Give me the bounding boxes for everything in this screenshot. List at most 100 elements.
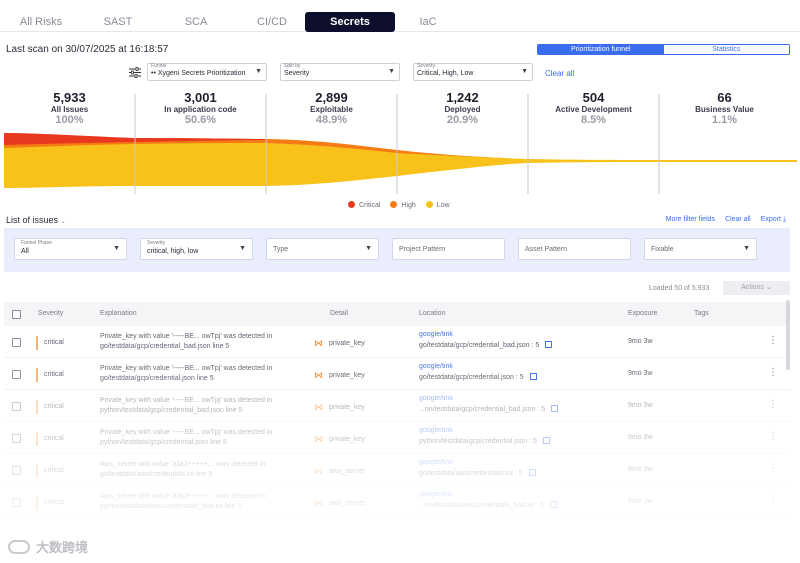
column-explanation[interactable]: Explanation [100,310,137,317]
table-row[interactable]: critical Private_key with value '-----BE… [4,390,790,422]
external-link-icon[interactable] [529,373,537,380]
external-link-icon[interactable] [542,437,550,444]
table-row[interactable]: critical Private_key with value '-----BE… [4,326,790,358]
funnel-band-low [4,139,797,188]
external-link-icon[interactable] [545,341,553,348]
row-menu-icon[interactable]: ⋮ [768,495,778,506]
column-tags[interactable]: Tags [694,310,709,317]
statistics-toggle[interactable]: Statistics [663,45,789,54]
fixable-filter[interactable]: Fixable ▼ [644,238,757,260]
row-checkbox[interactable] [12,498,21,507]
row-checkbox[interactable] [12,466,21,475]
table-row[interactable]: critical Aws_secret with value 'aJaJ++++… [4,454,790,486]
row-menu-icon[interactable]: ⋮ [768,399,778,410]
repo-link[interactable]: google/tink [419,331,453,338]
tab-iac[interactable]: IaC [419,16,437,28]
more-filter-fields-link[interactable]: More filter fields [665,216,716,223]
risk-tabs: All Risks SAST SCA CI/CD Secrets IaC [0,0,800,32]
table-row[interactable]: critical Aws_secret with value 'aJaJ++++… [4,486,790,518]
detail-cell: ⋈ aws_secret [314,498,364,509]
repo-link[interactable]: google/tink [419,459,453,466]
row-menu-icon[interactable]: ⋮ [768,335,778,346]
table-scrollbar[interactable] [786,300,790,370]
legend-label: High [401,202,416,209]
actions-button[interactable]: Actions ⌄ [723,281,790,295]
column-severity[interactable]: Severity [38,310,64,317]
external-link-icon[interactable] [528,469,536,476]
exposure-cell: 9mo 3w [628,498,653,505]
tab-sca[interactable]: SCA [184,16,208,28]
legend-item-high[interactable]: High [390,201,416,209]
split-by-select-value: Severity [284,70,310,77]
column-exposure[interactable]: Exposure [628,310,658,317]
external-link-icon[interactable] [549,501,557,508]
row-checkbox[interactable] [12,370,21,379]
chevron-down-icon: ▼ [239,245,246,252]
view-toggle: Prioritization funnel Statistics [537,44,790,55]
column-detail[interactable]: Detail [330,310,348,317]
legend-label: Low [436,202,450,209]
clear-all-link[interactable]: Clear all [725,216,751,223]
tab-sast[interactable]: SAST [103,16,133,28]
row-checkbox[interactable] [12,434,21,443]
row-menu-icon[interactable]: ⋮ [768,367,778,378]
chevron-down-icon: ▼ [743,245,750,252]
issue-filter-panel: Funnel Phase All ▼ Severity critical, hi… [4,228,790,272]
row-checkbox[interactable] [12,402,21,411]
filter-placeholder: Fixable [651,246,674,253]
project-pattern-input[interactable]: Project Pattern [392,238,505,260]
funnel-select[interactable]: Funnel •• Xygeni Secrets Prioritization … [147,63,267,81]
split-by-select[interactable]: Split by Severity ▼ [280,63,400,81]
stage-label: Active Development [555,105,632,114]
loaded-count: Loaded 50 of 5.933 [649,285,710,292]
filter-value: All [21,248,29,255]
tab-cicd[interactable]: CI/CD [257,16,287,28]
repo-link[interactable]: google/tink [419,427,453,434]
legend-item-critical[interactable]: Critical [348,201,380,209]
clear-all-filters-link[interactable]: Clear all [545,69,575,78]
detail-text: private_key [329,436,365,443]
chevron-down-icon: ⌄ [766,284,772,291]
explanation-cell: Private_key with value '-----BE... owTpj… [100,333,273,350]
repo-link[interactable]: google/tink [419,491,453,498]
key-icon: ⋈ [314,402,323,412]
detail-cell: ⋈ private_key [314,370,365,381]
select-all-checkbox[interactable] [12,310,21,319]
critical-dot-icon [348,201,355,208]
severity-filter[interactable]: Severity critical, high, low ▼ [140,238,253,260]
prioritization-funnel-toggle[interactable]: Prioritization funnel [538,45,664,54]
row-checkbox[interactable] [12,338,21,347]
list-of-issues-toggle[interactable]: List of issues ⌄ [6,215,66,225]
file-path: go/testdata/gcp/credential_bad.json : 5 [419,342,540,349]
legend-item-low[interactable]: Low [425,201,450,209]
stage-label: Business Value [695,105,754,114]
list-actions: More filter fields Clear all Export ⤓ [666,216,786,224]
watermark-text: 大数跨境 [36,540,89,555]
export-link[interactable]: Export ⤓ [761,216,786,224]
explanation-cell: Aws_secret with value 'aJaJ+++++...' was… [100,493,266,510]
location-cell: google/tink go/testdata/aws/credentials.i… [419,457,536,479]
list-title-text: List of issues [6,215,59,225]
chevron-down-icon: ▼ [521,68,528,75]
location-cell: google/tink ...on/testdata/aws/credential… [419,489,557,511]
sliders-icon[interactable] [129,67,141,78]
table-row[interactable]: critical Private_key with value '-----BE… [4,422,790,454]
external-link-icon[interactable] [551,405,559,412]
row-menu-icon[interactable]: ⋮ [768,431,778,442]
severity-cell: critical [36,400,64,414]
table-row[interactable]: critical Private_key with value '-----BE… [4,358,790,390]
repo-link[interactable]: google/tink [419,395,453,402]
severity-select[interactable]: Severity Critical, High, Low ▼ [413,63,533,81]
funnel-phase-filter[interactable]: Funnel Phase All ▼ [14,238,127,260]
detail-cell: ⋈ private_key [314,338,365,349]
tab-secrets[interactable]: Secrets [305,12,395,32]
location-cell: google/tink go/testdata/gcp/credential_ba… [419,329,553,351]
repo-link[interactable]: google/tink [419,363,453,370]
row-menu-icon[interactable]: ⋮ [768,463,778,474]
type-filter[interactable]: Type ▼ [266,238,379,260]
funnel-stage-dividers [134,94,660,194]
watermark: 大数跨境 [8,537,88,556]
column-location[interactable]: Location [419,310,446,317]
asset-pattern-input[interactable]: Asset Pattern [518,238,631,260]
tab-all-risks[interactable]: All Risks [19,16,63,28]
